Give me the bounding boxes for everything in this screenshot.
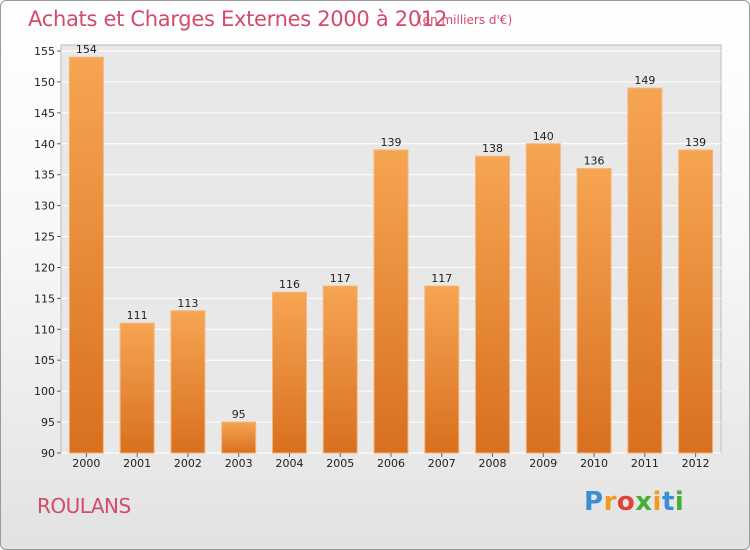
x-tick-label: 2012 — [682, 457, 710, 470]
bar — [373, 149, 409, 454]
x-tick-label: 2005 — [326, 457, 354, 470]
x-tick-label: 2003 — [225, 457, 253, 470]
bar-value-label: 116 — [279, 278, 300, 291]
y-tick-label: 150 — [34, 76, 55, 89]
x-tick-label: 2002 — [174, 457, 202, 470]
logo-letter: x — [635, 487, 653, 517]
x-tick-label: 2008 — [479, 457, 507, 470]
bar — [627, 87, 663, 454]
x-tick-label: 2006 — [377, 457, 405, 470]
bar-value-label: 139 — [685, 136, 706, 149]
logo-letter: r — [603, 487, 617, 517]
x-tick-label: 2009 — [529, 457, 557, 470]
logo-letter: t — [661, 487, 675, 517]
x-tick-label: 2011 — [631, 457, 659, 470]
y-tick-label: 140 — [34, 138, 55, 151]
logo-letter: i — [652, 487, 662, 517]
bar — [68, 56, 104, 454]
x-tick-label: 2010 — [580, 457, 608, 470]
bar-value-label: 117 — [431, 272, 452, 285]
y-tick-label: 95 — [41, 416, 55, 429]
bars — [68, 56, 714, 454]
x-tick-label: 2007 — [428, 457, 456, 470]
bar — [170, 310, 206, 454]
x-tick-label: 2000 — [72, 457, 100, 470]
bar-value-label: 149 — [634, 74, 655, 87]
chart-subtitle: (en milliers d'€) — [418, 13, 513, 27]
chart-title: Achats et Charges Externes 2000 à 2012 — [28, 7, 448, 31]
logo-letter: i — [674, 487, 685, 517]
bar — [271, 291, 307, 454]
bar — [119, 322, 155, 454]
bar-value-label: 154 — [76, 43, 97, 56]
logo-letter: o — [616, 487, 636, 517]
y-tick-label: 135 — [34, 169, 55, 182]
bar — [221, 421, 257, 454]
bar-value-label: 113 — [177, 297, 198, 310]
bar-value-label: 117 — [330, 272, 351, 285]
y-axis-ticks: 90 95 100 105 110 115 120 125 130 135 140 145 150 155 — [34, 45, 61, 460]
value-labels: 154 111 113 95 116 117 139 117 138 140 136 149 139 — [76, 43, 706, 421]
bar — [424, 285, 460, 454]
x-axis-ticks: 2000 2001 2002 2003 2004 2005 2006 2007 2008 2009… — [72, 453, 710, 470]
commune-name: ROULANS — [37, 494, 131, 518]
y-tick-label: 145 — [34, 107, 55, 120]
y-tick-label: 115 — [34, 292, 55, 305]
x-tick-label: 2004 — [275, 457, 303, 470]
y-tick-label: 105 — [34, 354, 55, 367]
bar — [322, 285, 358, 454]
logo-letter: P — [584, 487, 604, 517]
bar-value-label: 111 — [127, 309, 148, 322]
bar — [525, 143, 561, 454]
y-tick-label: 125 — [34, 231, 55, 244]
bar — [475, 155, 511, 454]
proxiti-logo: Proxiti — [584, 487, 684, 517]
bar-value-label: 140 — [533, 130, 554, 143]
y-tick-label: 155 — [34, 45, 55, 58]
y-tick-label: 130 — [34, 200, 55, 213]
bar — [576, 168, 612, 454]
bar-value-label: 138 — [482, 142, 503, 155]
y-tick-label: 110 — [34, 323, 55, 336]
y-tick-label: 90 — [41, 447, 55, 460]
bar-value-label: 139 — [381, 136, 402, 149]
y-tick-label: 120 — [34, 261, 55, 274]
bar-value-label: 136 — [584, 155, 605, 168]
bar-value-label: 95 — [232, 408, 246, 421]
bar — [678, 149, 714, 454]
x-tick-label: 2001 — [123, 457, 151, 470]
y-tick-label: 100 — [34, 385, 55, 398]
